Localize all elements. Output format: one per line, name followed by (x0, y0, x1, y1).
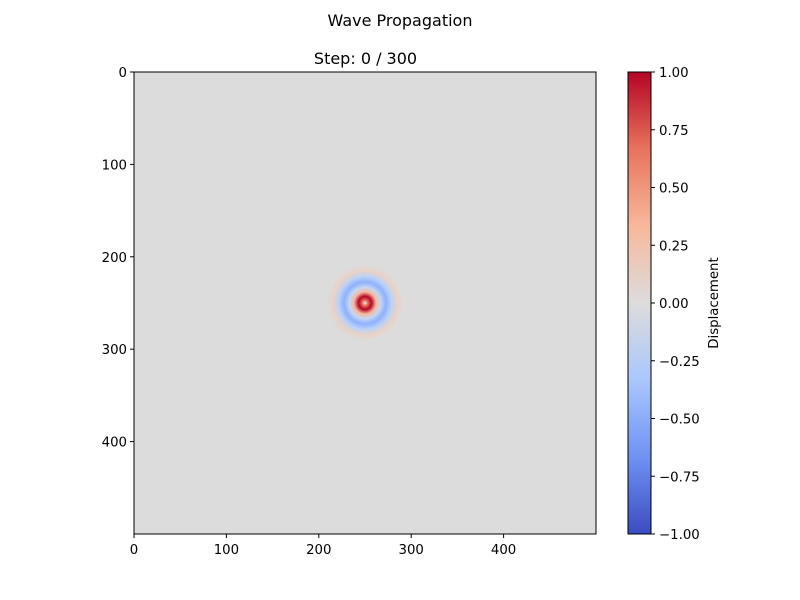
x-tick-label: 300 (399, 543, 424, 558)
colorbar-tick-label: −0.25 (659, 355, 700, 370)
colorbar: 1.00 0.75 0.50 0.25 0.00 −0.25 −0.50 −0.75 −1.00… (627, 66, 722, 543)
y-tick-label: 300 (102, 343, 127, 358)
colorbar-gradient (627, 71, 652, 535)
colorbar-tick-label: 0.50 (659, 182, 689, 197)
colorbar-ticks: 1.00 0.75 0.50 0.25 0.00 −0.25 −0.50 −0.75 −1.00 (651, 66, 700, 543)
colorbar-tick-label: −0.50 (659, 413, 700, 428)
figure-title: Wave Propagation (328, 11, 473, 30)
y-tick-label: 0 (119, 66, 127, 81)
plot-frame (133, 71, 597, 535)
colorbar-tick-label: 0.25 (659, 239, 689, 254)
y-tick-label: 100 (102, 158, 127, 173)
colorbar-tick-label: 0.00 (659, 297, 689, 312)
y-tick-label: 200 (102, 251, 127, 266)
colorbar-tick-label: −1.00 (659, 528, 700, 543)
x-tick-label: 200 (306, 543, 331, 558)
heatmap-plot (133, 71, 597, 535)
colorbar-tick-label: −0.75 (659, 470, 700, 485)
chart-title: Step: 0 / 300 (314, 49, 417, 68)
x-tick-label: 100 (214, 543, 239, 558)
x-axis: 0 100 200 300 400 (130, 534, 516, 558)
colorbar-tick-label: 1.00 (659, 66, 689, 81)
x-tick-label: 400 (491, 543, 516, 558)
colorbar-tick-label: 0.75 (659, 124, 689, 139)
wave-source-rings (327, 265, 403, 341)
x-tick-label: 0 (130, 543, 138, 558)
y-tick-label: 400 (102, 436, 127, 451)
colorbar-label: Displacement (707, 257, 722, 348)
y-axis: 0 100 200 300 400 (102, 66, 134, 451)
